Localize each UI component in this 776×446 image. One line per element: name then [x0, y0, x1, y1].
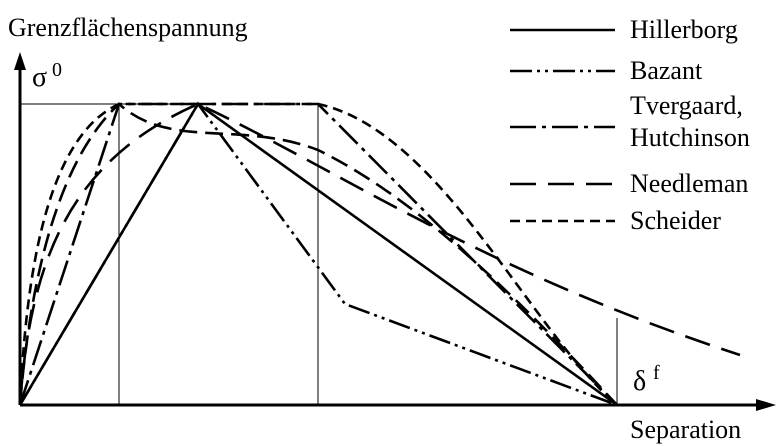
delta-symbol: δ: [633, 366, 646, 397]
scheider-curve: [18, 102, 618, 406]
legend-label-tvergaard-line2: Hutchinson: [630, 123, 750, 152]
bazant-curve: [18, 101, 618, 407]
sigma-superscript: 0: [52, 59, 62, 81]
legend-label-scheider: Scheider: [630, 206, 721, 235]
legend-label-tvergaard-line1: Tvergaard,: [630, 91, 743, 120]
sigma-symbol: σ: [32, 62, 47, 93]
needleman-curve: [18, 102, 741, 406]
legend-label-bazant: Bazant: [630, 56, 703, 85]
x-axis-arrow: [756, 399, 776, 411]
y-axis-arrow: [14, 52, 26, 70]
delta-superscript: f: [653, 362, 660, 384]
y-axis-label: Grenzflächenspannung: [8, 13, 248, 42]
legend-label-hillerborg: Hillerborg: [630, 15, 738, 44]
legend: Hillerborg Bazant Tvergaard, Hutchinson …: [510, 15, 750, 235]
secondary-dashed-curve: [18, 102, 618, 406]
x-axis-label: Separation: [630, 415, 741, 444]
legend-label-needleman: Needleman: [630, 169, 748, 198]
